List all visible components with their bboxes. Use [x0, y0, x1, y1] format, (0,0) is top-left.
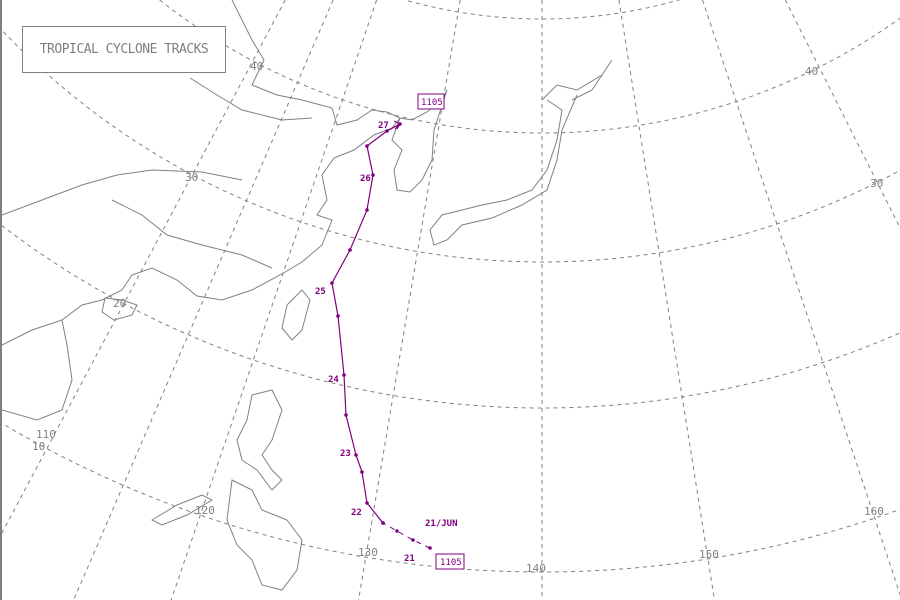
lon-label-110: 110 — [36, 428, 56, 441]
longitude-line — [358, 0, 461, 600]
track-point — [365, 501, 369, 505]
coastline — [2, 169, 243, 216]
longitude-line — [170, 0, 378, 600]
track-day-23: 23 — [340, 449, 351, 459]
track-day-27: 27 — [378, 121, 389, 131]
track-start-label: 21/JUN — [425, 519, 458, 529]
lat-label-30-left: 30 — [185, 171, 198, 184]
coastline — [236, 389, 283, 491]
longitude-line — [73, 0, 334, 600]
track-point — [428, 546, 432, 550]
track-point — [371, 173, 375, 177]
lon-label-140: 140 — [526, 562, 546, 575]
storm-id-end: 1105 — [421, 98, 443, 108]
storm-id-box-end — [417, 93, 445, 110]
coastline — [150, 494, 214, 526]
track-day-26: 26 — [360, 174, 371, 184]
lat-label-30-right: 30 — [870, 177, 883, 190]
track-point — [365, 208, 369, 212]
track-point — [360, 470, 364, 474]
track-day-22: 22 — [351, 508, 362, 518]
grid-labels: 40 40 30 30 20 10 110 120 130 140 150 16… — [32, 60, 884, 575]
coastline — [61, 0, 401, 321]
track-day-24: 24 — [328, 375, 339, 385]
track-point — [330, 281, 334, 285]
coastline — [541, 59, 613, 101]
track-point — [385, 129, 389, 133]
lon-label-150: 150 — [699, 548, 719, 561]
track-day-21: 21 — [404, 554, 415, 564]
longitude-line — [784, 0, 900, 229]
lon-label-160: 160 — [864, 505, 884, 518]
lat-label-10-left: 10 — [32, 440, 45, 453]
coastline — [226, 479, 303, 591]
longitude-line — [702, 0, 900, 596]
track-day-25: 25 — [315, 287, 326, 297]
track-point — [354, 453, 358, 457]
coastline — [2, 319, 73, 421]
lon-label-130: 130 — [358, 546, 378, 559]
track-point — [395, 529, 399, 533]
track-segment-depression — [382, 522, 431, 549]
lon-label-120: 120 — [195, 504, 215, 517]
track-point — [344, 413, 348, 417]
storm-id-start: 1105 — [440, 558, 462, 568]
track-point — [342, 373, 346, 377]
coastline — [101, 297, 138, 321]
coastline — [111, 199, 273, 269]
track-end-marker-icon — [393, 120, 401, 130]
coastline — [189, 77, 313, 121]
lat-label-40-left: 40 — [250, 60, 263, 73]
latitude-line — [403, 0, 681, 20]
coastline — [391, 89, 448, 193]
longitude-line — [2, 0, 286, 534]
longitude-line — [618, 0, 715, 600]
coastlines — [2, 0, 613, 591]
track-segment-storm — [331, 123, 401, 524]
track-labels: 21/JUN 21 22 23 24 25 26 27 1105 1105 — [315, 93, 465, 570]
track-point — [348, 248, 352, 252]
storm-id-box-start — [435, 553, 465, 570]
lat-label-40-right: 40 — [805, 65, 818, 78]
track-point — [365, 144, 369, 148]
map-title: TROPICAL CYCLONE TRACKS — [22, 26, 226, 73]
track-point — [411, 538, 415, 542]
lat-label-20-left: 20 — [113, 297, 126, 310]
coastline — [429, 94, 578, 246]
track-point — [381, 521, 385, 525]
latitude-line — [2, 422, 900, 573]
coastline — [281, 289, 311, 341]
latitude-line — [2, 29, 900, 263]
cyclone-track-1105 — [330, 120, 432, 550]
track-point — [336, 314, 340, 318]
